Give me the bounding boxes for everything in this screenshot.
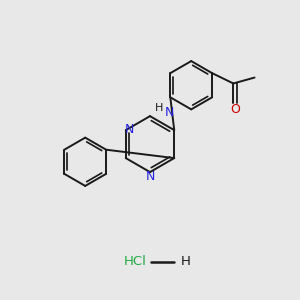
Text: O: O xyxy=(230,103,240,116)
Text: N: N xyxy=(165,106,175,119)
Text: N: N xyxy=(146,170,155,183)
Text: H: H xyxy=(155,103,163,113)
Text: H: H xyxy=(180,255,190,268)
Text: HCl: HCl xyxy=(124,255,147,268)
Text: N: N xyxy=(125,123,134,136)
